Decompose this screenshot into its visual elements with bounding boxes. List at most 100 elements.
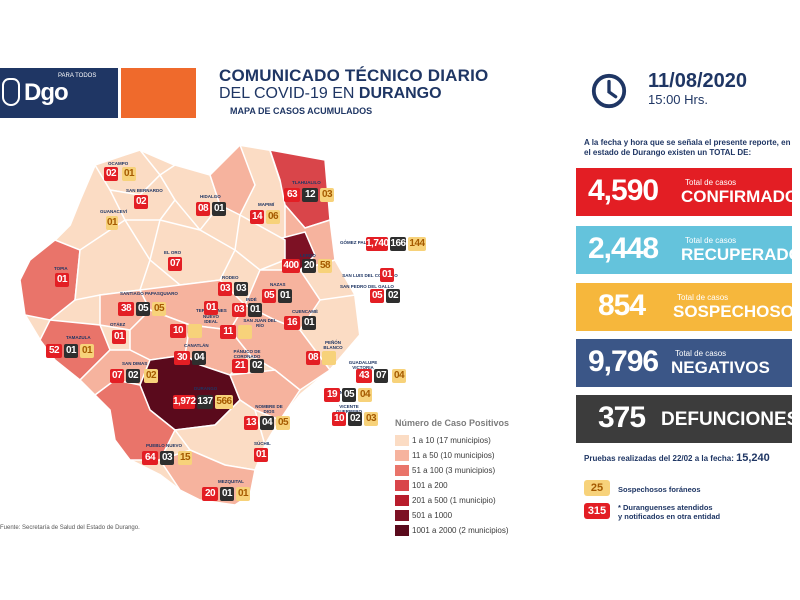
- stat-recuperados: 2,448 Total de casos RECUPERADOS: [576, 226, 800, 274]
- recuperados-badge: 04: [260, 416, 274, 430]
- legend-otra-entidad-text-1: * Duranguenses atendidos: [618, 503, 713, 512]
- recuperados-badge: 02: [126, 369, 140, 383]
- sospechosos-badge: [238, 325, 252, 339]
- municipio-name: EL ORO: [164, 250, 182, 255]
- positivos-badge: 01: [112, 330, 126, 344]
- municipio-name: DURANGO: [194, 386, 218, 391]
- legend-otra-entidad-badge: 315: [584, 503, 610, 519]
- positivos-badge: 14: [250, 210, 264, 224]
- sospechosos-badge: 144: [408, 237, 426, 251]
- municipio-name: MAPIMÍ: [258, 202, 275, 207]
- recuperados-badge: 12: [302, 188, 318, 202]
- positivos-badge: 07: [110, 369, 124, 383]
- municipio-name: SAN LUIS DEL CORDERO: [342, 273, 398, 278]
- positivos-badge: 10: [332, 412, 346, 426]
- positivos-badge: 01: [254, 448, 268, 462]
- report-date: 11/08/2020: [648, 70, 747, 92]
- stat-caption: Total de casos: [677, 293, 729, 302]
- positivos-badge: 01: [380, 268, 394, 282]
- positivos-badge: 1,740: [366, 237, 389, 251]
- stat-value: 2,448: [588, 232, 659, 265]
- recuperados-badge: 05: [342, 388, 356, 402]
- legend-otra-entidad-text-2: y notificados en otra entidad: [618, 512, 721, 521]
- recuperados-badge: 07: [374, 369, 388, 383]
- recuperados-badge: 02: [250, 359, 264, 373]
- stat-label: RECUPERADOS: [681, 245, 800, 264]
- municipio-name: SÚCHIL: [254, 441, 271, 446]
- legend-entry: 11 a 50 (10 municipios): [412, 451, 495, 460]
- recuperados-badge: 01: [64, 344, 78, 358]
- recuperados-badge: 01: [220, 487, 234, 501]
- municipio-name: GUADALUPE VICTORIA: [348, 360, 378, 370]
- stat-value: 9,796: [588, 345, 659, 378]
- state-seal-icon: [2, 78, 20, 106]
- municipio-name: SAN BERNARDO: [126, 188, 163, 193]
- positivos-badge: 19: [324, 388, 340, 402]
- recuperados-badge: 01: [248, 303, 262, 317]
- stat-sospechosos: 854 Total de casos SOSPECHOSOS: [576, 283, 800, 331]
- municipio-name: SAN PEDRO DEL GALLO: [340, 284, 394, 289]
- legend-entry: 1 a 10 (17 municipios): [412, 436, 491, 445]
- stat-caption: Total de casos: [675, 349, 727, 358]
- sospechosos-badge: 06: [266, 210, 280, 224]
- legend-swatch: [395, 450, 409, 461]
- positivos-badge: 07: [168, 257, 182, 271]
- report-intro: A la fecha y hora que se señala el prese…: [584, 138, 791, 157]
- stat-caption: Total de casos: [685, 236, 737, 245]
- municipio-name: MEZQUITAL: [218, 479, 244, 484]
- municipio-name: LERDO: [300, 253, 316, 258]
- positivos-badge: 10: [170, 324, 186, 338]
- legend-swatch: [395, 435, 409, 446]
- page-title-line2: DEL COVID-19 EN DURANGO: [219, 85, 442, 102]
- stat-caption: Total de casos: [685, 178, 737, 187]
- logo-tagline: PARA TODOS: [58, 73, 97, 79]
- stat-value: 854: [598, 289, 646, 322]
- sospechosos-badge: 03: [320, 188, 334, 202]
- positivos-badge: 11: [220, 325, 236, 339]
- recuperados-badge: 03: [234, 282, 248, 296]
- municipio-name: PÁNUCO DE CORONADO: [233, 349, 261, 359]
- stat-confirmados: 4,590 Total de casos CONFIRMADOS: [576, 168, 800, 216]
- recuperados-badge: 01: [278, 289, 292, 303]
- sospechosos-badge: 03: [364, 412, 378, 426]
- positivos-badge: 08: [306, 351, 320, 365]
- legend-swatch: [395, 495, 409, 506]
- positivos-badge: 03: [232, 303, 246, 317]
- municipio-name: SAN JUAN DEL RÍO: [243, 318, 277, 328]
- legend-foraneos-badge: 25: [584, 480, 610, 496]
- municipio-name: OCAMPO: [108, 161, 129, 166]
- sospechosos-badge: 01: [106, 216, 118, 230]
- positivos-badge: 20: [202, 487, 218, 501]
- recuperados-badge: 02: [348, 412, 362, 426]
- logo-accent-block: [121, 68, 196, 118]
- source-note: Fuente: Secretaría de Salud del Estado d…: [0, 525, 140, 531]
- municipio-name: GUANACEVÍ: [100, 209, 128, 214]
- positivos-badge: 05: [262, 289, 276, 303]
- logo-text: Dgo: [24, 79, 69, 106]
- sospechosos-badge: 01: [122, 167, 136, 181]
- positivos-badge: 63: [284, 188, 300, 202]
- sospechosos-badge: [322, 351, 336, 365]
- municipio-name: RODEO: [222, 275, 239, 280]
- sospechosos-badge: 04: [392, 369, 406, 383]
- municipio-name: OTÁEZ: [110, 322, 126, 327]
- positivos-badge: 52: [46, 344, 62, 358]
- sospechosos-badge: 58: [318, 259, 332, 273]
- recuperados-badge: 01: [212, 202, 226, 216]
- legend-swatch: [395, 525, 409, 536]
- recuperados-badge: 01: [302, 316, 316, 330]
- municipio-name: VICENTE GUERRERO: [336, 404, 362, 414]
- municipio-name: SAN DIMAS: [122, 361, 148, 366]
- positivos-badge: 21: [232, 359, 248, 373]
- municipio-name: NAZAS: [270, 282, 286, 287]
- positivos-badge: 01: [204, 301, 218, 315]
- municipio-name: NUEVO IDEAL: [202, 314, 219, 324]
- sospechosos-badge: 05: [276, 416, 290, 430]
- stat-defunciones: 375 DEFUNCIONES: [576, 395, 799, 443]
- stat-label: SOSPECHOSOS: [673, 302, 800, 321]
- report-time: 15:00 Hrs.: [648, 92, 708, 107]
- sospechosos-badge: 566: [215, 395, 233, 409]
- sospechosos-badge: 15: [178, 451, 192, 465]
- municipio-name: TAMAZULA: [66, 335, 91, 340]
- sospechosos-badge: [188, 324, 202, 338]
